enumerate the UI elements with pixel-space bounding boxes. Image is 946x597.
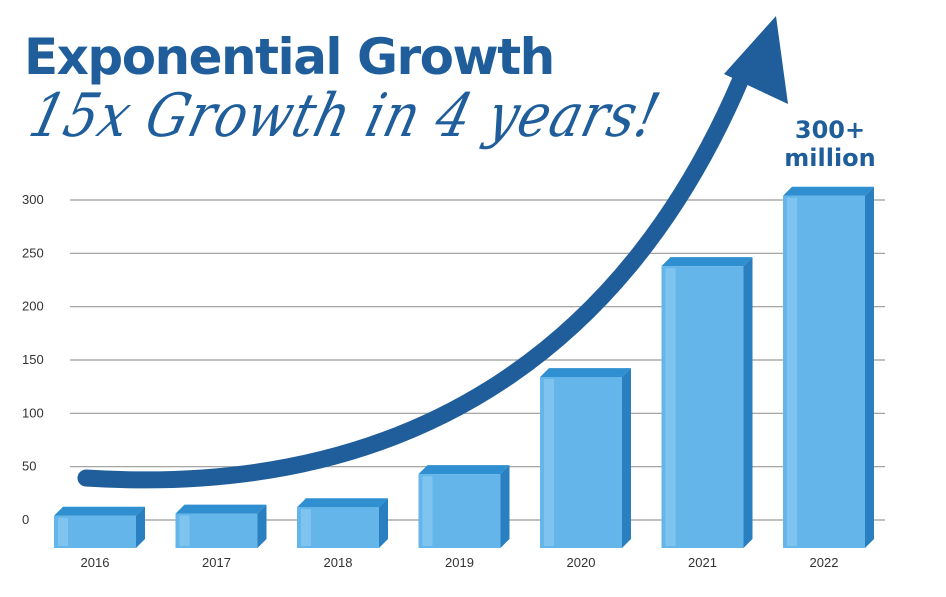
y-tick-label: 300	[22, 192, 44, 207]
bar-side	[500, 465, 510, 548]
bar-2022	[783, 186, 874, 548]
bar-side	[257, 504, 267, 548]
bar-highlight	[301, 509, 311, 546]
bar-top	[54, 506, 145, 516]
callout-line-1: 300+	[794, 116, 866, 144]
bar-2017	[175, 504, 267, 548]
y-tick-label: 50	[22, 459, 36, 474]
bar-highlight	[58, 517, 68, 546]
x-tick-label: 2016	[81, 555, 110, 570]
bar-highlight	[787, 197, 797, 546]
bar-highlight	[422, 476, 433, 546]
bar-side	[865, 186, 874, 548]
growth-arrow-head	[724, 16, 788, 104]
bar-top	[418, 465, 510, 475]
bar-top	[661, 257, 753, 267]
bar-side	[622, 368, 631, 548]
bar-top	[175, 504, 267, 514]
x-tick-label: 2022	[810, 555, 839, 570]
chart-title: Exponential Growth	[24, 28, 555, 86]
y-axis-ticks: 0 50 100 150 200 250 300	[22, 192, 44, 527]
bar-2021	[661, 257, 753, 548]
bar-2016	[54, 506, 145, 548]
bar-side	[379, 498, 388, 548]
bar-side	[136, 506, 145, 548]
x-tick-label: 2017	[202, 555, 231, 570]
x-tick-label: 2019	[445, 555, 474, 570]
bar-top	[540, 368, 631, 378]
growth-arrow	[77, 16, 788, 489]
top-bar-callout: 300+ million	[770, 116, 890, 172]
bar-highlight	[544, 379, 554, 546]
bar-top	[783, 186, 874, 196]
y-tick-label: 0	[22, 512, 29, 527]
bar-2018	[297, 498, 388, 548]
x-tick-label: 2021	[688, 555, 717, 570]
bars	[54, 186, 874, 548]
x-tick-label: 2018	[324, 555, 353, 570]
bar-2020	[540, 368, 631, 548]
bar-side	[743, 257, 753, 548]
x-tick-label: 2020	[567, 555, 596, 570]
grid-lines	[70, 199, 885, 521]
y-tick-label: 200	[22, 299, 44, 314]
bar-highlight	[665, 268, 676, 546]
chart-subtitle: 15x Growth in 4 years!	[22, 82, 668, 151]
bar-top	[297, 498, 388, 508]
y-tick-label: 250	[22, 245, 44, 260]
bar-2019	[418, 465, 510, 548]
y-tick-label: 100	[22, 405, 44, 420]
callout-line-2: million	[784, 144, 876, 172]
bar-highlight	[179, 515, 190, 546]
growth-arrow-curve	[77, 53, 757, 489]
y-tick-label: 150	[22, 352, 44, 367]
x-axis-ticks: 2016 2017 2018 2019 2020 2021 2022	[81, 555, 839, 570]
